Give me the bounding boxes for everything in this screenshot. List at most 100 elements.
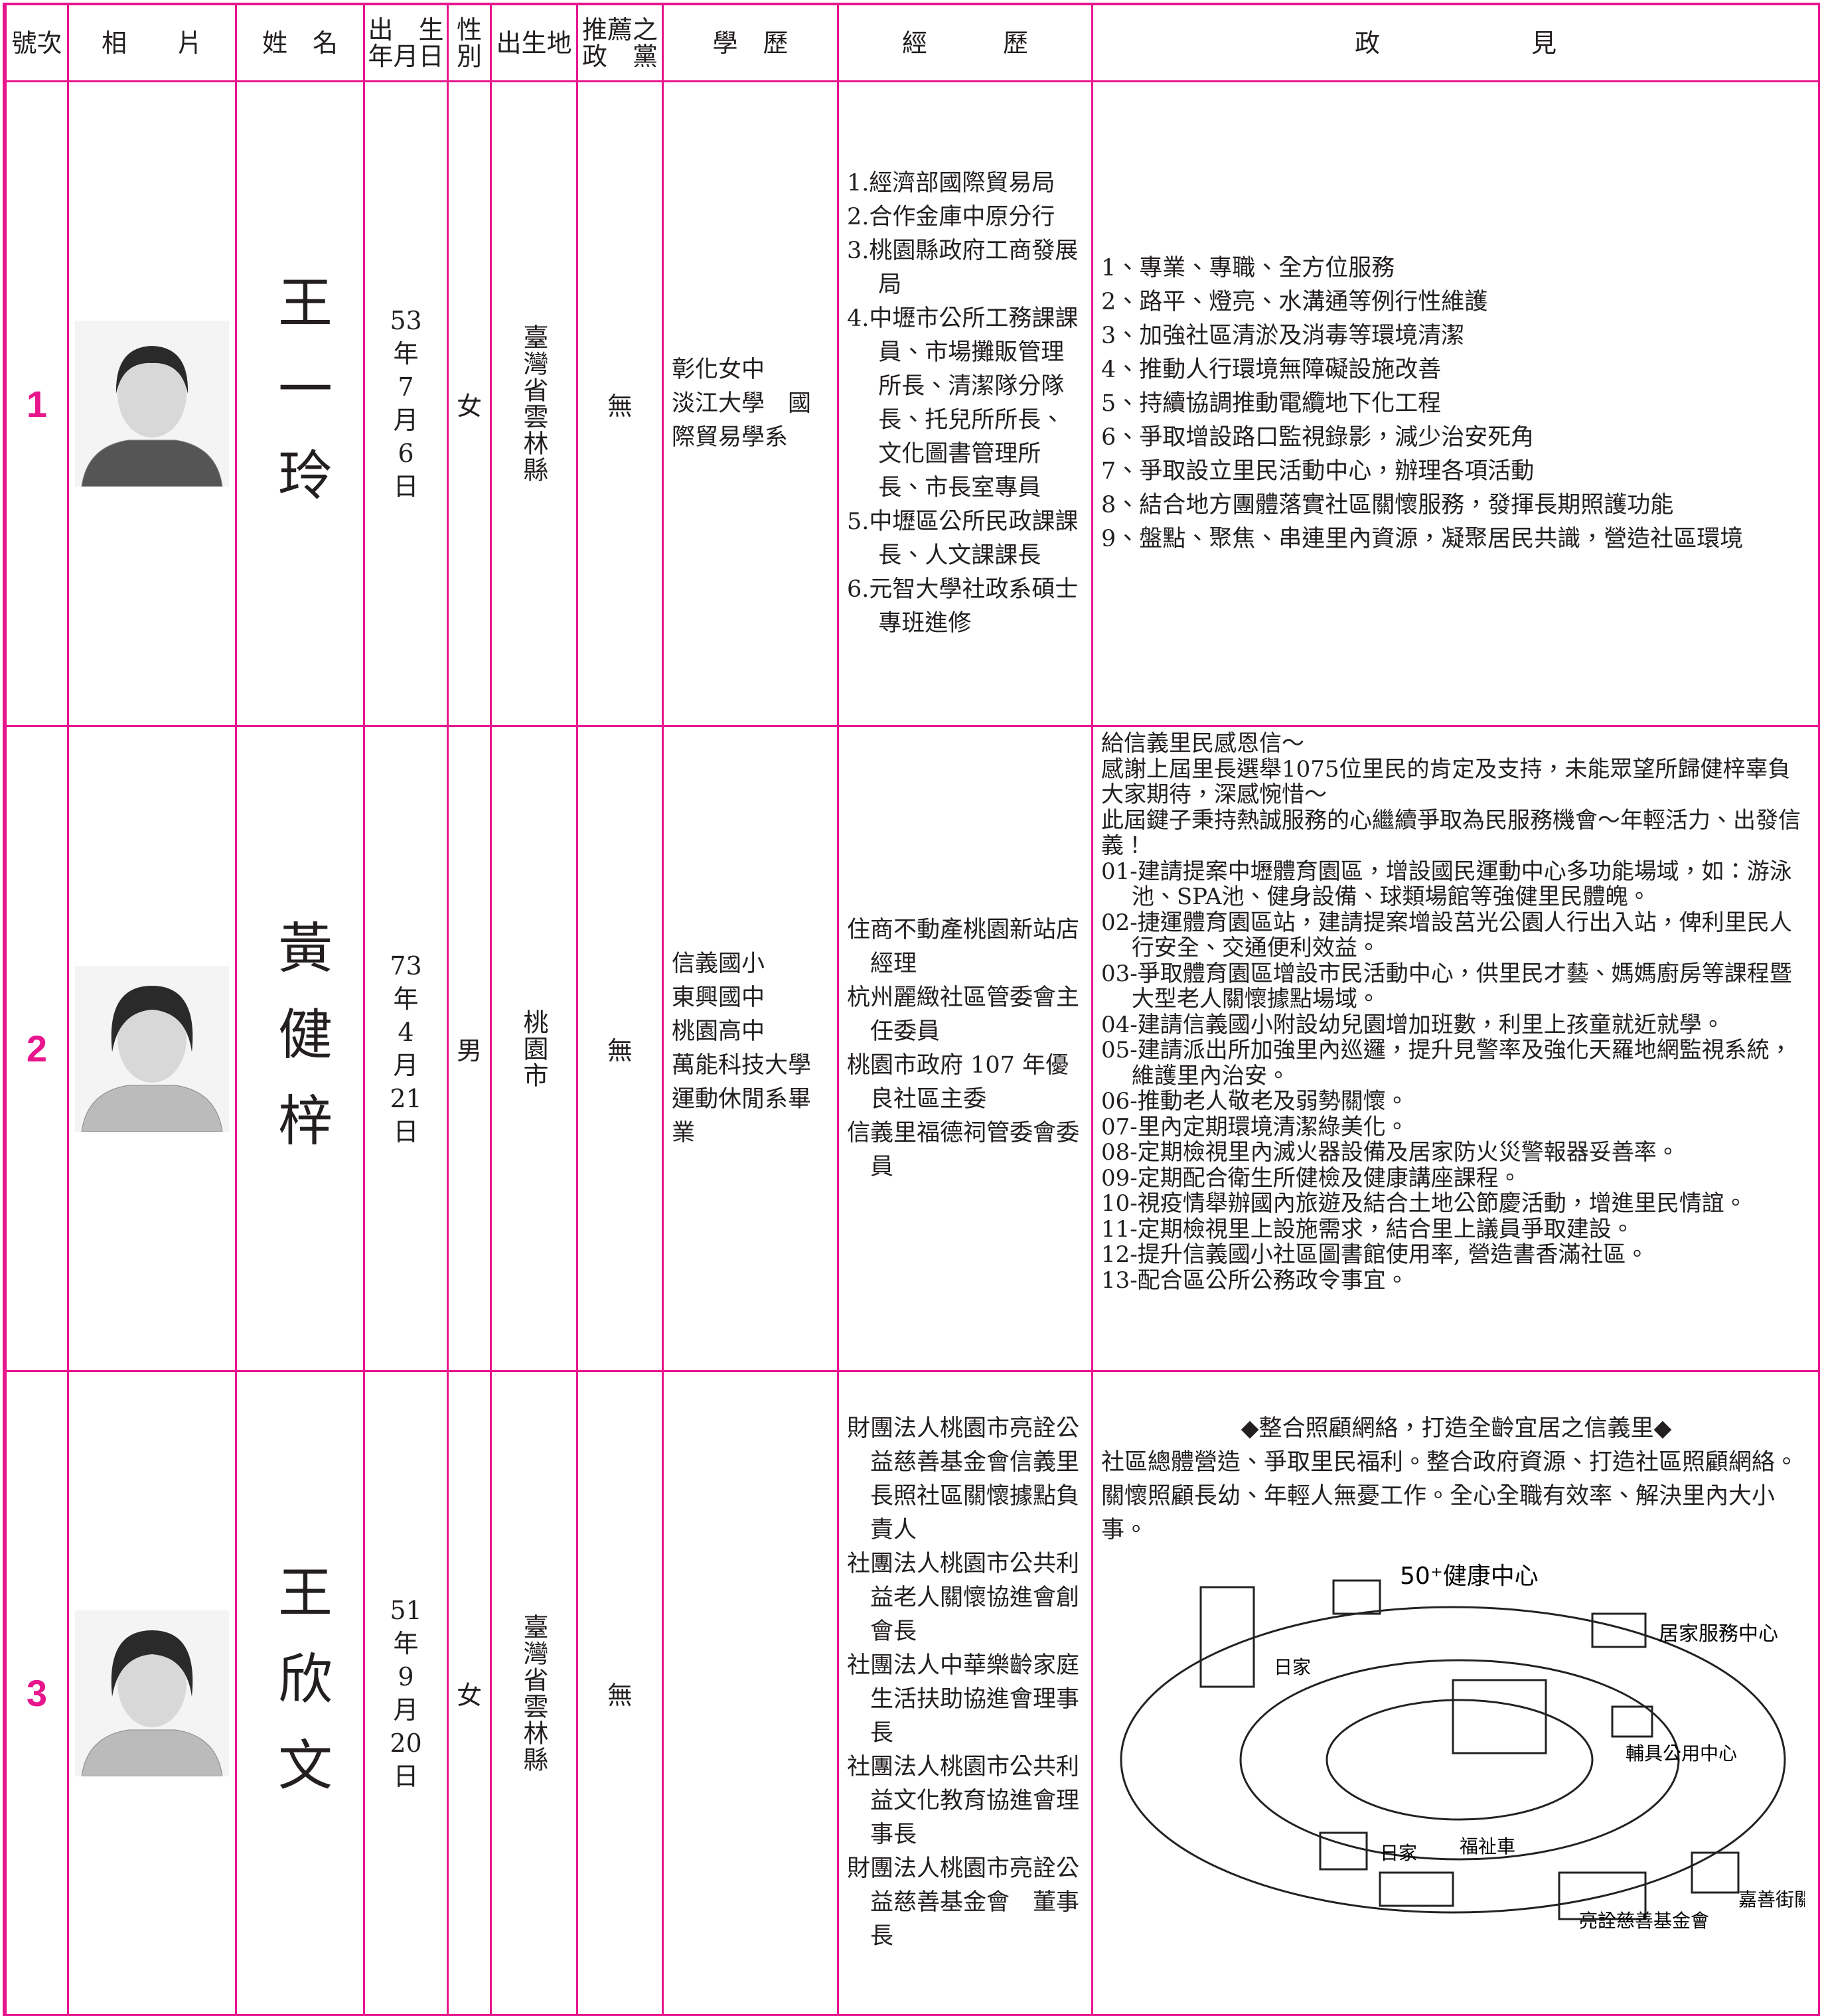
illustration-label: 嘉善街關懷中心 <box>1738 1889 1805 1910</box>
education-cell <box>664 1372 839 2016</box>
candidate-name: 王欣文 <box>268 1563 332 1823</box>
illustration-label: 福祉車 <box>1460 1835 1515 1857</box>
birthplace: 臺灣省雲林縣 <box>519 1613 548 1773</box>
platform-item: 社區總體營造、爭取里民福利。整合政府資源、打造社區照顧網絡。 <box>1101 1449 1799 1476</box>
birthplace: 桃園市 <box>519 1008 548 1089</box>
party-cell: 無 <box>578 82 664 727</box>
platform-item: 感謝上屆里長選舉1075位里民的肯定及支持，未能眾望所歸健梓辜負大家期待，深感惋… <box>1101 755 1791 808</box>
photo-cell <box>69 82 237 727</box>
platform-item: 1、專業、專職、全方位服務 <box>1101 254 1395 281</box>
building-sketch <box>1611 1705 1653 1738</box>
experience-item: 6.元智大學社政系碩士專班進修 <box>847 576 1079 637</box>
platform-cell: 1、專業、專職、全方位服務 2、路平、燈亮、水溝通等例行性維護 3、加強社區清淤及消… <box>1093 82 1820 727</box>
experience-cell: 財團法人桃園市亮詮公益慈善基金會信義里長照社區關懷據點負責人 社團法人桃園市公共利… <box>839 1372 1093 2016</box>
experience-item: 杭州麗緻社區管委會主任委員 <box>847 984 1080 1045</box>
education-cell: 信義國小 東興國中 桃園高中 萬能科技大學運動休閒系畢業 <box>664 727 839 1372</box>
education-item: 桃園高中 <box>672 1018 765 1045</box>
candidate-table: 號次 相 片 姓 名出 生 年月日性 別出生地 推薦之 政 黨 學 歷 經 歷 政 見 1 王一… <box>3 3 1820 2016</box>
name-cell: 王欣文 <box>237 1372 365 2016</box>
candidate-photo <box>75 965 229 1132</box>
number-cell: 3 <box>7 1372 69 2016</box>
building-sketch <box>1452 1679 1547 1754</box>
platform-item: 09-定期配合衛生所健檢及健康講座課程。 <box>1101 1164 1521 1192</box>
birth-part: 月 <box>393 1695 419 1725</box>
header-label: 號次 <box>11 28 62 58</box>
header-cell: 姓 名 <box>237 5 365 82</box>
platform-item: 2、路平、燈亮、水溝通等例行性維護 <box>1101 288 1488 315</box>
birth-date: 51 年 9 月 20 日 <box>390 1594 421 1793</box>
birth-part: 年 <box>393 339 419 368</box>
experience-cell: 住商不動產桃園新站店 經理 杭州麗緻社區管委會主任委員 桃園市政府 107 年優良社… <box>839 727 1093 1372</box>
experience-item: 信義里福德祠管委會委員 <box>847 1119 1080 1180</box>
gender-cell: 女 <box>449 82 492 727</box>
birth-part: 7 <box>398 372 414 402</box>
experience-item: 住商不動產桃園新站店 經理 <box>847 916 1091 977</box>
platform-item: 01-建請提案中壢體育園區，增設國民運動中心多功能場域，如：游泳池、SPA池、健… <box>1101 858 1792 910</box>
community-care-illustration: 50⁺健康中心居家服務中心日家輔具公用中心日家福祉車嘉善街關懷中心亮詮慈善基金會 <box>1120 1563 1805 1932</box>
birth-cell: 53 年 7 月 6 日 <box>365 82 449 727</box>
header-label: 經 歷 <box>901 28 1028 58</box>
experience-item: 1.經濟部國際貿易局 <box>847 170 1055 196</box>
header-label: 相 片 <box>101 28 202 58</box>
experience-item: 桃園市政府 107 年優良社區主委 <box>847 1051 1069 1113</box>
birth-part: 月 <box>393 1050 419 1080</box>
platform-item: 03-爭取體育園區增設市民活動中心，供里民才藝、媽媽廚房等課程暨大型老人關懷據點… <box>1101 960 1792 1012</box>
photo-cell <box>69 727 237 1372</box>
birth-part: 9 <box>398 1662 414 1691</box>
birth-part: 4 <box>398 1017 414 1047</box>
education-item: 信義國小 <box>672 950 765 977</box>
birth-cell: 73 年 4 月 21 日 <box>365 727 449 1372</box>
platform-item: 04-建請信義國小附設幼兒園增加班數，利里上孩童就近就學。 <box>1101 1011 1724 1038</box>
platform-item: 8、結合地方團體落實社區關懷服務，發揮長期照護功能 <box>1101 491 1674 518</box>
photo-face <box>117 1639 187 1727</box>
building-sketch <box>1199 1586 1255 1688</box>
building-sketch <box>1332 1579 1381 1615</box>
platform-item: 08-定期檢視里內滅火器設備及居家防火災警報器妥善率。 <box>1101 1139 1679 1166</box>
candidate-photo <box>75 321 229 487</box>
birthplace: 臺灣省雲林縣 <box>519 324 548 483</box>
birth-part: 6 <box>398 439 414 468</box>
experience-item: 社團法人桃園市公共利益老人關懷協進會創會長 <box>847 1551 1080 1645</box>
illustration-label: 日家 <box>1380 1842 1417 1864</box>
candidate-name: 王一玲 <box>268 274 332 533</box>
header-label: 政 見 <box>1354 28 1556 58</box>
platform-item: 02-捷運體育園區站，建請提案增設莒光公園人行出入站，俾利里民人行安全、交通便利… <box>1101 909 1792 961</box>
platform-item: 此屆鍵子秉持熱誠服務的心繼續爭取為民服務機會～年輕活力、出發信義！ <box>1101 807 1801 859</box>
illustration-label: 居家服務中心 <box>1659 1622 1778 1646</box>
gender-cell: 女 <box>449 1372 492 2016</box>
education-item: 彰化女中 <box>672 356 765 383</box>
gender: 男 <box>456 1036 482 1065</box>
birth-part: 年 <box>393 1628 419 1658</box>
photo-hair <box>111 985 193 1052</box>
birth-part: 51 <box>390 1595 422 1625</box>
gender-cell: 男 <box>449 727 492 1372</box>
header-cell: 推薦之 政 黨 <box>578 5 664 82</box>
birth-part: 73 <box>390 951 422 980</box>
candidate-photo <box>75 1610 229 1776</box>
education-cell: 彰化女中 淡江大學 國際貿易學系 <box>664 82 839 727</box>
illustration-label: 亮詮慈善基金會 <box>1579 1910 1709 1932</box>
illustration-label: 輔具公用中心 <box>1626 1743 1737 1764</box>
photo-face <box>117 350 187 437</box>
building-sketch <box>1591 1612 1647 1648</box>
party-cell: 無 <box>578 1372 664 2016</box>
header-label: 出 生 年月日 <box>368 15 444 71</box>
header-cell: 出生地 <box>492 5 578 82</box>
platform-heading: ◆整合照顧網絡，打造全齡宜居之信義里◆ <box>1241 1415 1672 1442</box>
birth-date: 73 年 4 月 21 日 <box>390 949 421 1148</box>
number: 2 <box>26 1028 48 1069</box>
header-label: 推薦之 政 黨 <box>581 15 658 71</box>
experience-item: 財團法人桃園市亮詮公益慈善基金會信義里長照社區關懷據點負責人 <box>847 1415 1080 1543</box>
experience-cell: 1.經濟部國際貿易局 2.合作金庫中原分行 3.桃園縣政府工商發展局 4.中壢市公所工… <box>839 82 1093 727</box>
birth-part: 日 <box>393 472 419 501</box>
gender: 女 <box>456 1681 482 1710</box>
photo-shoulders <box>81 439 223 487</box>
header-label: 性 別 <box>456 15 482 71</box>
experience-item: 財團法人桃園市亮詮公益慈善基金會 董事長 <box>847 1855 1080 1950</box>
platform-item: 07-里內定期環境清潔綠美化。 <box>1101 1113 1408 1140</box>
header-cell: 相 片 <box>69 5 237 82</box>
platform-item: 關懷照顧長幼、年輕人無憂工作。全心全職有效率、解決里內大小事。 <box>1101 1483 1776 1543</box>
birth-part: 年 <box>393 984 419 1014</box>
